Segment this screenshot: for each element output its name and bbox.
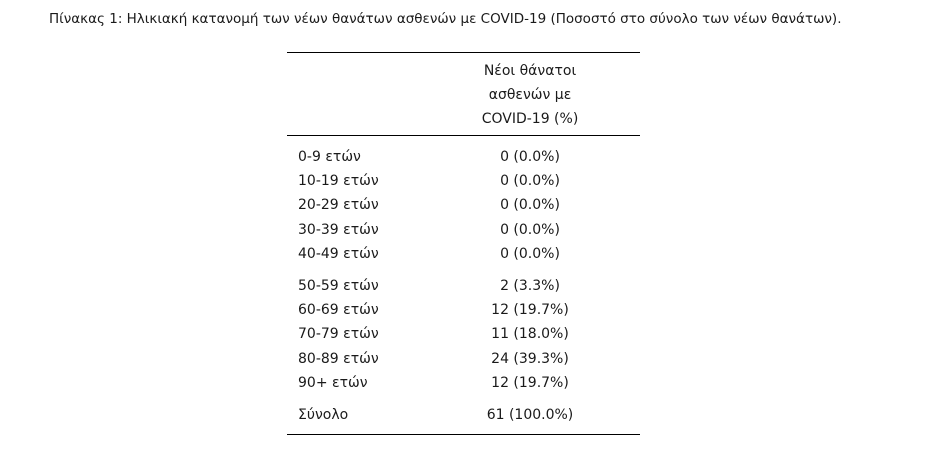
total-row: Σύνολο 61 (100.0%): [287, 403, 640, 427]
age-cell: 80-89 ετών: [298, 350, 379, 367]
header-deaths-line2: ασθενών με: [488, 87, 572, 103]
deaths-cell: 12 (19.7%): [491, 302, 569, 319]
deaths-cell: 0 (0.0%): [500, 245, 560, 262]
header-deaths-column: Νέοι θάνατοι ασθενών με COVID-19 (%): [420, 53, 640, 135]
header-deaths-line1: Νέοι θάνατοι: [483, 63, 577, 79]
age-cell: 30-39 ετών: [298, 221, 379, 238]
age-cell: 50-59 ετών: [298, 278, 379, 295]
header-rule: [287, 135, 640, 136]
age-cell: 20-29 ετών: [298, 197, 379, 214]
table-row: 50-59 ετών 2 (3.3%): [287, 274, 640, 298]
age-cell: 40-49 ετών: [298, 245, 379, 262]
bottom-rule: [287, 434, 640, 436]
deaths-cell: 0 (0.0%): [500, 149, 560, 166]
table-row: 70-79 ετών 11 (18.0%): [287, 322, 640, 346]
group-spacer: [287, 395, 640, 403]
age-cell: 10-19 ετών: [298, 173, 379, 190]
table-row: 90+ ετών 12 (19.7%): [287, 371, 640, 395]
table-row: 20-29 ετών 0 (0.0%): [287, 193, 640, 217]
age-cell: 60-69 ετών: [298, 302, 379, 319]
table-row: 40-49 ετών 0 (0.0%): [287, 242, 640, 266]
deaths-cell: 0 (0.0%): [500, 197, 560, 214]
deaths-cell: 0 (0.0%): [500, 173, 560, 190]
age-cell: 70-79 ετών: [298, 326, 379, 343]
table-row: 0-9 ετών 0 (0.0%): [287, 145, 640, 169]
deaths-cell: 12 (19.7%): [491, 374, 569, 391]
age-cell: 90+ ετών: [298, 374, 368, 391]
deaths-cell: 2 (3.3%): [500, 278, 560, 295]
table-header: Νέοι θάνατοι ασθενών με COVID-19 (%): [287, 53, 640, 135]
header-age-column: [287, 53, 420, 135]
group-spacer: [287, 266, 640, 274]
age-distribution-table: Νέοι θάνατοι ασθενών με COVID-19 (%) 0-9…: [287, 52, 640, 436]
table-row: 60-69 ετών 12 (19.7%): [287, 298, 640, 322]
age-cell: 0-9 ετών: [298, 149, 361, 166]
deaths-cell: 24 (39.3%): [491, 350, 569, 367]
total-value: 61 (100.0%): [486, 406, 574, 423]
table-body: 0-9 ετών 0 (0.0%) 10-19 ετών 0 (0.0%) 20…: [287, 136, 640, 434]
top-rule: [287, 52, 640, 53]
table-row: 80-89 ετών 24 (39.3%): [287, 347, 640, 371]
table-row: 30-39 ετών 0 (0.0%): [287, 218, 640, 242]
total-label: Σύνολο: [298, 406, 349, 423]
table-row: 10-19 ετών 0 (0.0%): [287, 169, 640, 193]
table-caption: Πίνακας 1: Ηλικιακή κατανομή των νέων θα…: [49, 11, 842, 27]
header-deaths-line3: COVID-19 (%): [481, 111, 579, 127]
deaths-cell: 0 (0.0%): [500, 221, 560, 238]
deaths-cell: 11 (18.0%): [491, 326, 569, 343]
